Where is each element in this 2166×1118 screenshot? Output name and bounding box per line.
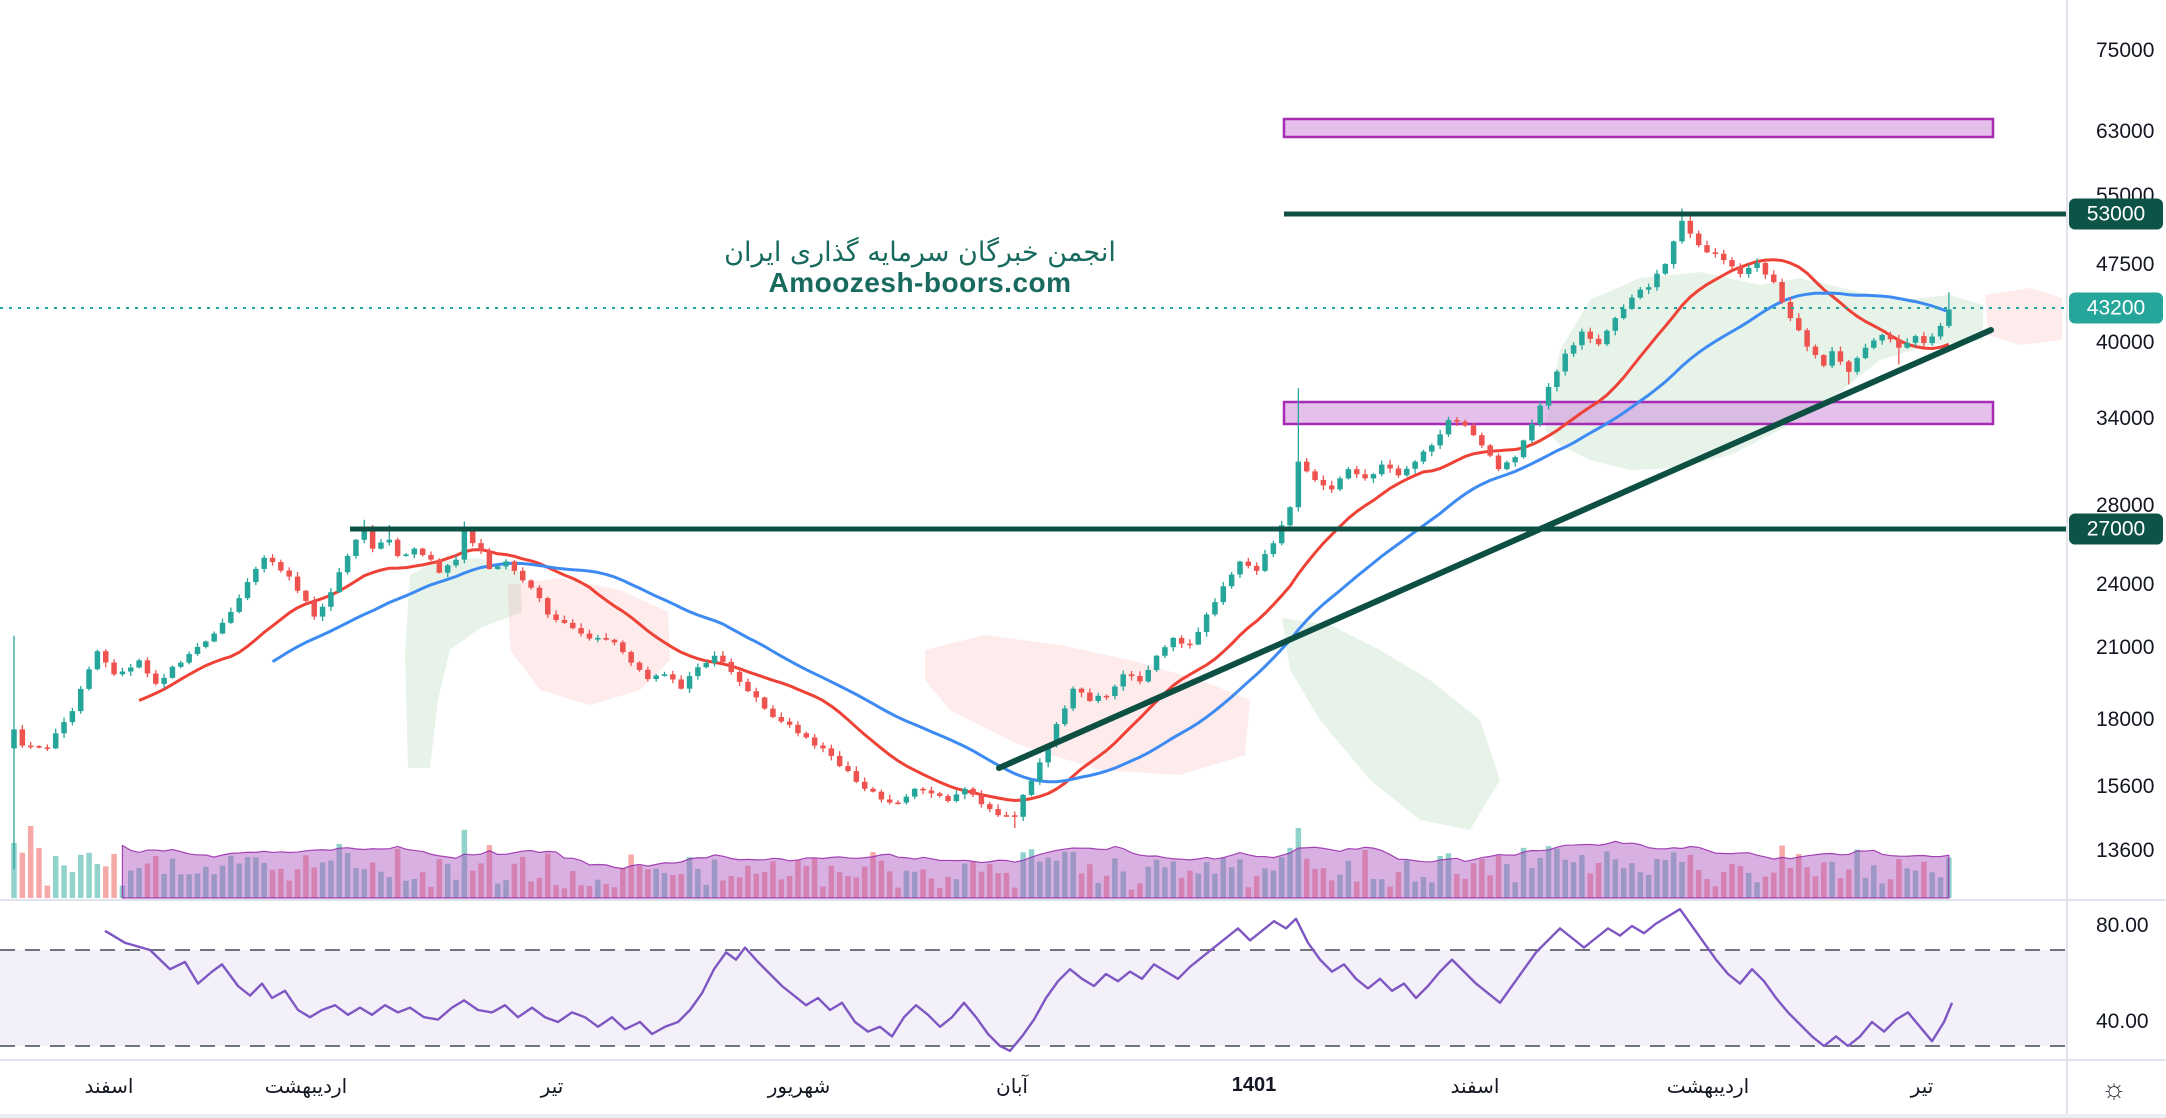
trend-line [996, 327, 1994, 771]
price-tick-24000: 24000 [2096, 573, 2155, 596]
cloud-pink [925, 635, 1250, 775]
theme-toggle-sun-icon[interactable]: ☼ [2101, 1073, 2127, 1104]
pane-separator-volume[interactable] [0, 899, 2166, 901]
price-tick-63000: 63000 [2096, 120, 2155, 143]
time-tick-آبان: آبان [996, 1074, 1028, 1098]
price-tick-47500: 47500 [2096, 253, 2155, 276]
time-tick-تیر: تیر [1910, 1074, 1934, 1098]
price-tick-28000: 28000 [2096, 494, 2155, 517]
price-tick-40000: 40000 [2096, 331, 2155, 354]
pane-separator-rsi[interactable] [0, 1059, 2166, 1061]
cloud-green [405, 558, 522, 768]
rsi-tick-80.00: 80.00 [2096, 914, 2149, 937]
price-badge-53000: 53000 [2069, 198, 2163, 230]
demand-zone [1282, 400, 1995, 426]
time-tick-1401: 1401 [1231, 1074, 1277, 1096]
price-tick-21000: 21000 [2096, 636, 2155, 659]
cloud-pink [1985, 288, 2062, 345]
price-tick-18000: 18000 [2096, 708, 2155, 731]
volume-layer [11, 826, 1952, 899]
cloud-green [1282, 618, 1500, 830]
ichimoku-clouds-layer [405, 272, 2062, 830]
time-tick-اسفند: اسفند [84, 1074, 134, 1098]
candles-layer [11, 208, 1952, 870]
time-tick-اسفند: اسفند [1450, 1074, 1500, 1098]
time-tick-اردیبهشت: اردیبهشت [264, 1074, 348, 1098]
price-tick-75000: 75000 [2096, 39, 2155, 62]
drawings-layer [0, 211, 2066, 771]
ma-slow-line [271, 291, 1950, 784]
time-tick-اردیبهشت: اردیبهشت [1666, 1074, 1750, 1098]
price-tick-34000: 34000 [2096, 407, 2155, 430]
price-tick-13600: 13600 [2096, 839, 2155, 862]
rsi-line [104, 908, 1954, 1053]
time-tick-شهریور: شهریور [767, 1074, 831, 1098]
bottom-edge [0, 1114, 2166, 1118]
rsi-tick-40.00: 40.00 [2096, 1010, 2149, 1033]
rsi-band [0, 950, 2066, 1046]
volume-ma-area [121, 840, 1950, 899]
price-badge-43200: 43200 [2069, 292, 2163, 324]
supply-zone [1282, 117, 1995, 139]
time-tick-تیر: تیر [540, 1074, 564, 1098]
price-axis[interactable] [2066, 0, 2166, 1118]
price-badge-27000: 27000 [2069, 513, 2163, 545]
rsi-pane-layer [0, 908, 2066, 1053]
price-tick-15600: 15600 [2096, 775, 2155, 798]
cloud-pink [508, 578, 670, 705]
